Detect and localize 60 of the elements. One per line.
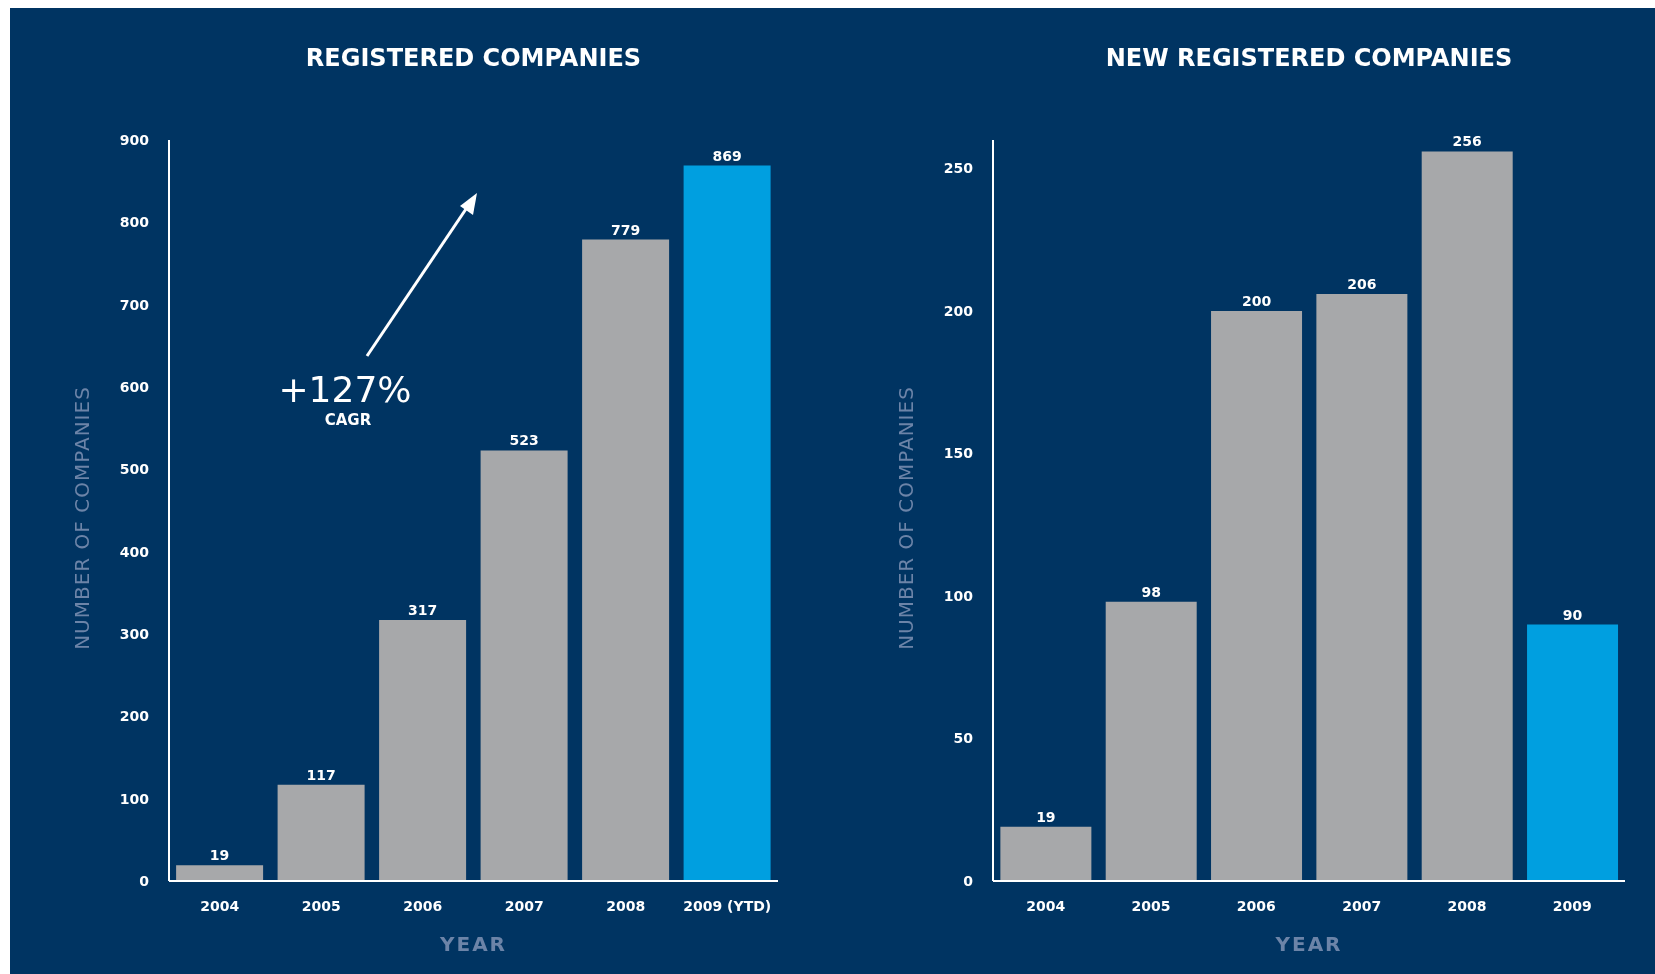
bar	[176, 865, 264, 881]
x-tick-label: 2009	[1552, 897, 1592, 914]
chart-title: NEW REGISTERED COMPANIES	[1104, 44, 1514, 72]
x-tick-label: 2008	[606, 897, 646, 914]
data-label: 256	[1452, 133, 1482, 150]
x-tick-label: 2006	[403, 897, 443, 914]
y-tick-label: 0	[139, 872, 150, 889]
y-tick-label: 100	[119, 790, 150, 807]
bar	[1527, 624, 1619, 881]
data-label: 19	[209, 847, 230, 864]
bar	[683, 165, 771, 881]
x-tick-label: 2008	[1447, 897, 1487, 914]
y-tick-label: 150	[943, 445, 974, 462]
y-axis-title: NUMBER OF COMPANIES	[894, 385, 918, 652]
bar	[1421, 151, 1513, 881]
data-label: 779	[610, 221, 641, 238]
y-tick-label: 700	[119, 296, 150, 313]
annotation: CAGR	[324, 411, 372, 429]
x-tick-label: 2007	[1342, 897, 1382, 914]
data-label: 523	[509, 432, 539, 449]
bar	[1000, 826, 1092, 881]
y-axis-title: NUMBER OF COMPANIES	[70, 385, 94, 652]
y-tick-label: 300	[119, 625, 150, 642]
x-tick-label: 2004	[200, 897, 240, 914]
bar	[379, 620, 467, 881]
data-label: 206	[1347, 275, 1377, 292]
data-label: 200	[1241, 293, 1272, 309]
data-label: 19	[1036, 808, 1056, 825]
x-tick-label: 2005	[1131, 897, 1171, 914]
x-tick-label: 2007	[504, 897, 544, 914]
x-tick-label: 2009 (YTD)	[683, 897, 772, 914]
y-tick-label: 400	[119, 543, 150, 560]
y-tick-label: 50	[953, 730, 974, 747]
data-label: 869	[712, 147, 742, 164]
bar	[1316, 293, 1408, 881]
data-label: 90	[1562, 606, 1583, 623]
data-label: 98	[1141, 583, 1161, 600]
y-tick-label: 800	[119, 214, 150, 231]
data-label: 117	[306, 766, 336, 783]
y-tick-label: 600	[119, 378, 150, 395]
bar	[277, 784, 365, 881]
x-tick-label: 2004	[1026, 897, 1066, 914]
annotation: +127%	[278, 369, 412, 410]
y-tick-label: 900	[119, 131, 150, 148]
bar	[480, 450, 568, 881]
bar	[1211, 311, 1303, 881]
y-tick-label: 200	[943, 302, 974, 319]
chart-title: REGISTERED COMPANIES	[304, 44, 643, 72]
x-tick-label: 2006	[1236, 897, 1276, 914]
x-tick-label: 2005	[301, 897, 341, 914]
data-label: 317	[407, 602, 438, 618]
x-axis-title: YEAR	[439, 932, 508, 956]
y-tick-label: 200	[119, 708, 150, 725]
y-tick-label: 100	[943, 587, 974, 604]
bar	[1105, 601, 1197, 881]
y-tick-label: 500	[119, 461, 150, 478]
x-axis-title: YEAR	[1274, 932, 1344, 956]
y-tick-label: 250	[943, 160, 974, 177]
y-tick-label: 0	[963, 872, 974, 889]
bar	[582, 239, 670, 881]
